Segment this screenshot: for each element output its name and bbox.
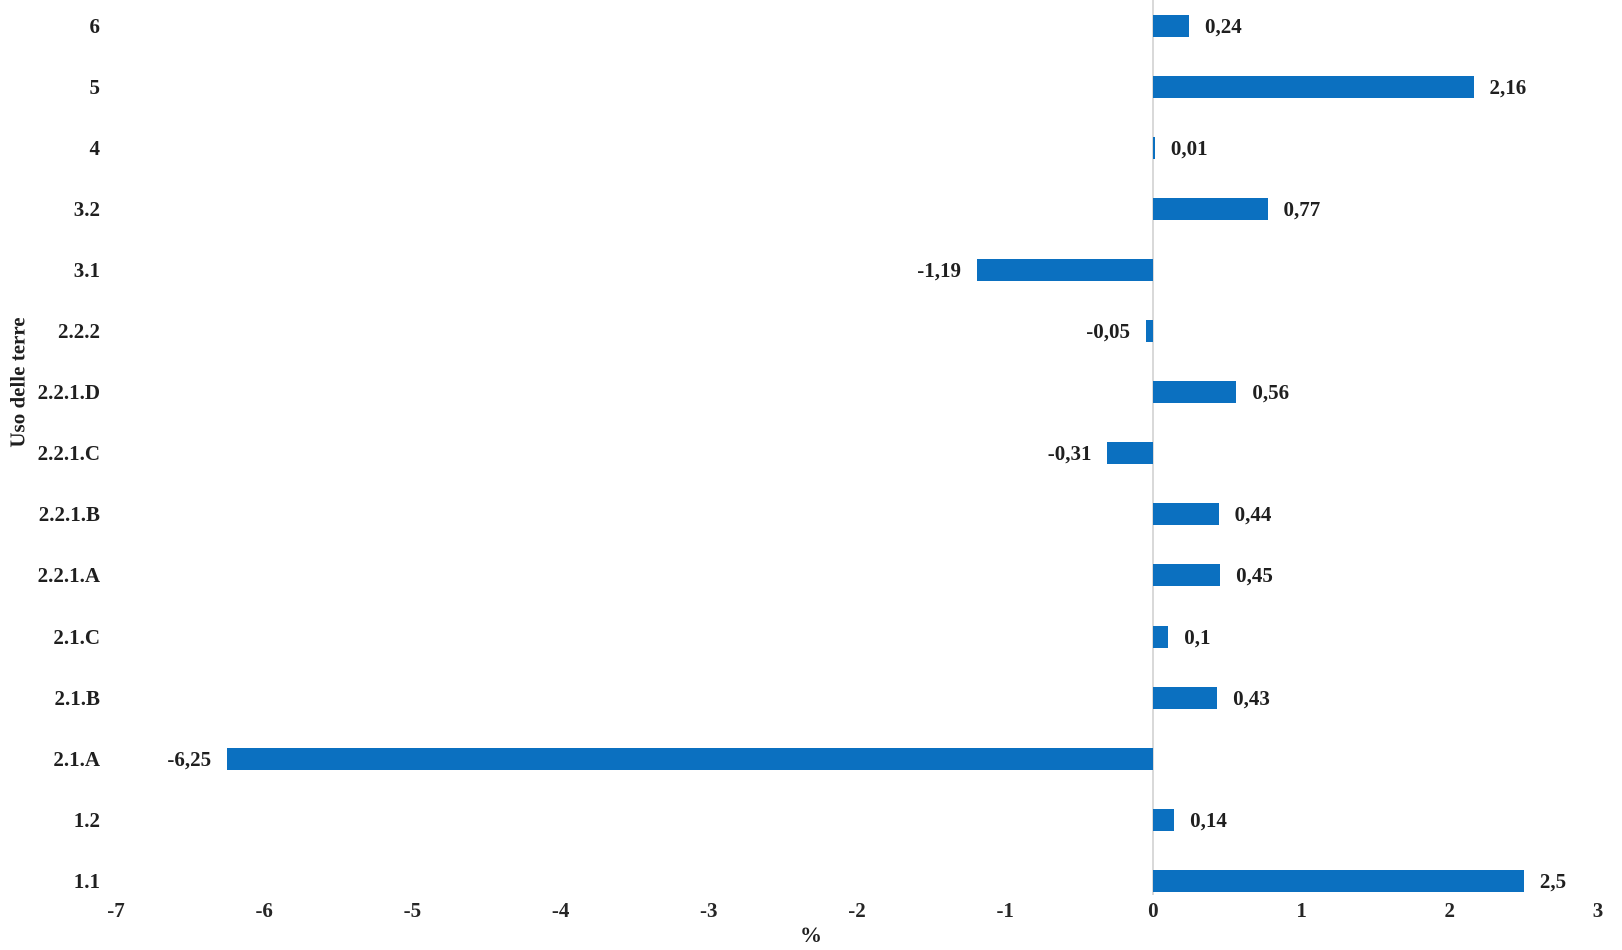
bar-value-label-2.2.1.A: 0,45 xyxy=(1236,563,1273,588)
bar-value-label-2.1.C: 0,1 xyxy=(1184,624,1211,649)
bar-value-label-2.1.B: 0,43 xyxy=(1233,685,1270,710)
y-tick-label-2.2.2: 2.2.2 xyxy=(58,319,100,344)
bar-value-label-4: 0,01 xyxy=(1170,136,1208,161)
bar-value-label-2.1.A: -6,25 xyxy=(167,746,212,771)
bar-2.2.1.C xyxy=(1107,442,1154,465)
y-tick-label-2.2.1.C: 2.2.1.C xyxy=(37,441,100,466)
x-tick-label--1: -1 xyxy=(996,898,1014,922)
y-tick-label-3.2: 3.2 xyxy=(73,197,100,222)
x-tick-label--6: -6 xyxy=(255,898,273,922)
bar-2.2.1.A xyxy=(1153,564,1221,587)
bar-4 xyxy=(1153,137,1156,160)
zero-axis-line xyxy=(1152,0,1155,895)
y-tick-label-2.1.B: 2.1.B xyxy=(54,685,100,710)
bar-value-label-5: 2,16 xyxy=(1489,75,1527,100)
bar-6 xyxy=(1153,15,1189,37)
bar-2.2.1.B xyxy=(1153,503,1219,526)
bar-1.2 xyxy=(1153,808,1175,831)
bar-value-label-2.2.1.C: -0,31 xyxy=(1047,441,1092,466)
bar-value-label-1.2: 0,14 xyxy=(1190,807,1227,832)
bar-2.1.C xyxy=(1153,625,1169,648)
x-tick-label-1: 1 xyxy=(1296,898,1307,922)
bar-value-label-6: 0,24 xyxy=(1204,14,1242,38)
y-tick-label-3.1: 3.1 xyxy=(73,258,100,283)
bar-3.1 xyxy=(977,259,1154,282)
bar-2.2.2 xyxy=(1145,320,1154,343)
x-tick-label-3: 3 xyxy=(1592,898,1604,922)
bar-3.2 xyxy=(1153,198,1268,221)
y-tick-label-2.1.C: 2.1.C xyxy=(53,624,100,649)
y-tick-label-6: 6 xyxy=(89,14,101,38)
x-tick-label-2: 2 xyxy=(1444,898,1456,922)
bar-value-label-3.1: -1,19 xyxy=(917,258,962,283)
bar-value-label-3.2: 0,77 xyxy=(1283,197,1321,222)
x-tick-label--5: -5 xyxy=(403,898,422,922)
y-tick-label-4: 4 xyxy=(89,136,101,161)
x-axis-label: % xyxy=(800,922,822,947)
y-tick-label-2.2.1.A: 2.2.1.A xyxy=(37,563,100,588)
bar-2.1.B xyxy=(1153,686,1218,709)
bar-value-label-2.2.1.D: 0,56 xyxy=(1252,380,1290,405)
x-tick-label--2: -2 xyxy=(848,898,866,922)
y-tick-label-1.2: 1.2 xyxy=(73,807,100,832)
y-tick-label-2.1.A: 2.1.A xyxy=(53,746,100,771)
bar-value-label-2.2.1.B: 0,44 xyxy=(1234,502,1272,527)
bar-value-label-2.2.2: -0,05 xyxy=(1086,319,1130,344)
y-tick-label-2.2.1.D: 2.2.1.D xyxy=(37,380,100,405)
bar-value-label-1.1: 2,5 xyxy=(1539,868,1567,893)
y-tick-label-1.1: 1.1 xyxy=(73,868,100,893)
y-tick-label-2.2.1.B: 2.2.1.B xyxy=(38,502,100,527)
x-tick-label-0: 0 xyxy=(1148,898,1159,922)
x-tick-label--4: -4 xyxy=(551,898,570,922)
y-tick-label-5: 5 xyxy=(89,75,101,100)
bar-5 xyxy=(1153,76,1474,99)
bar-2.1.A xyxy=(227,747,1154,770)
x-tick-label--3: -3 xyxy=(700,898,718,922)
bar-1.1 xyxy=(1153,869,1524,892)
bar-2.2.1.D xyxy=(1153,381,1237,404)
x-tick-label--7: -7 xyxy=(107,898,125,922)
